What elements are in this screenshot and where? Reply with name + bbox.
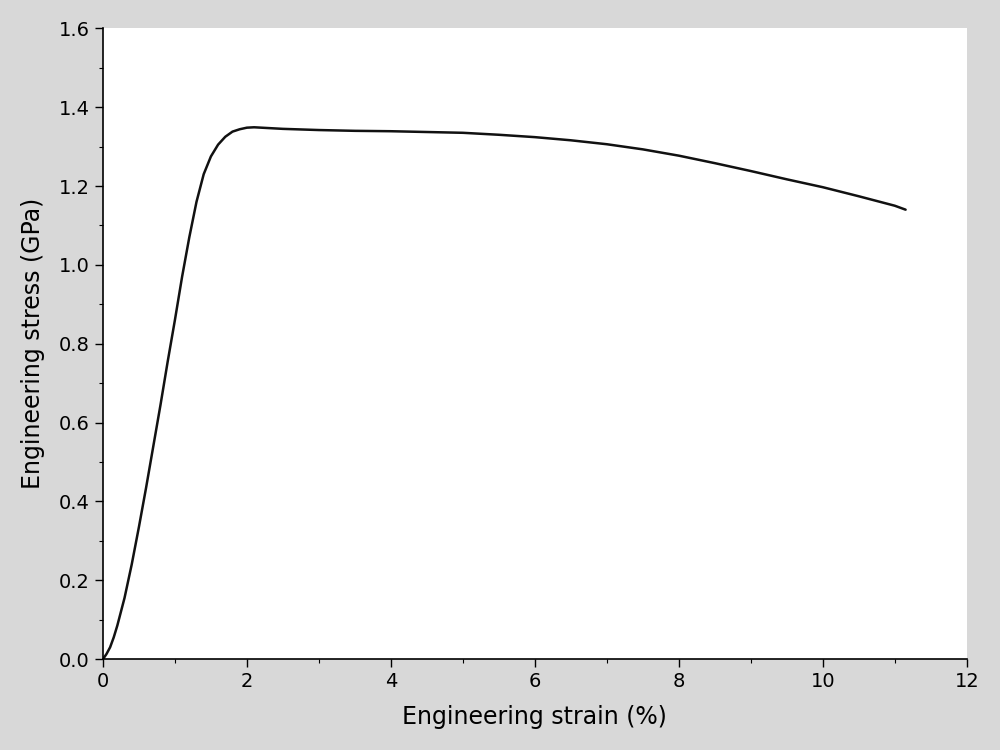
- X-axis label: Engineering strain (%): Engineering strain (%): [402, 705, 667, 729]
- Y-axis label: Engineering stress (GPa): Engineering stress (GPa): [21, 198, 45, 489]
